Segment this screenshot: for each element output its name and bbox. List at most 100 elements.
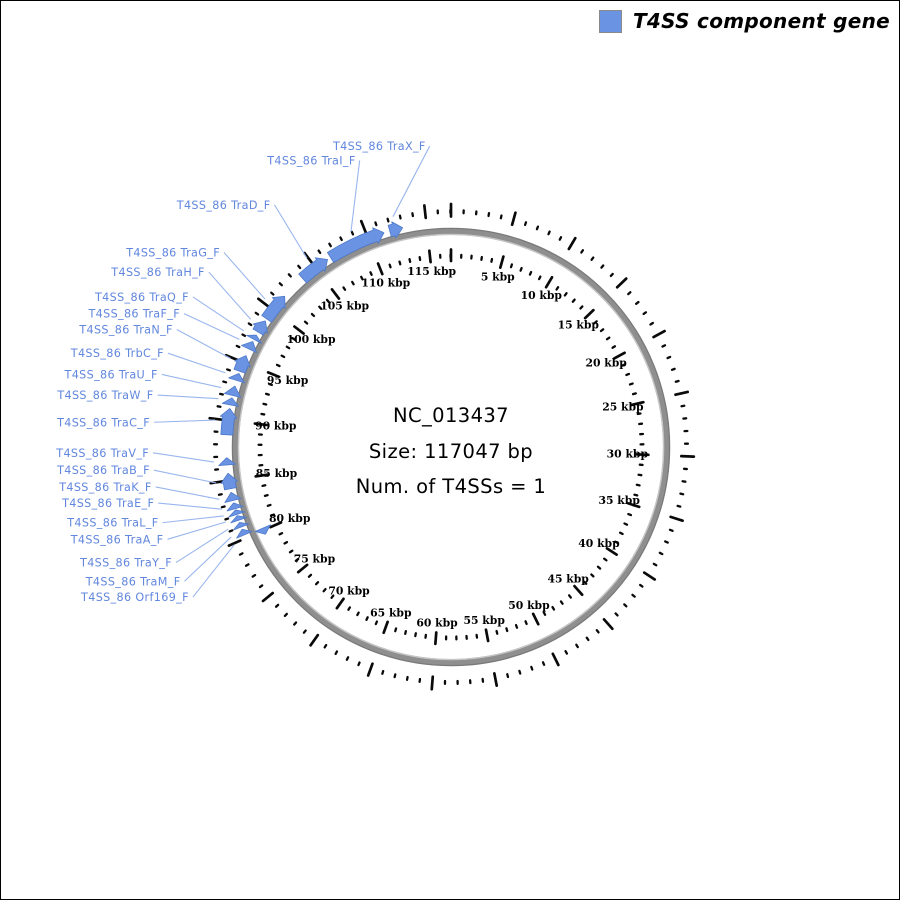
leader-line xyxy=(153,469,217,484)
major-tick xyxy=(224,353,239,362)
minor-tick xyxy=(226,368,231,372)
tick-label: 100 kbp xyxy=(287,333,336,346)
minor-tick xyxy=(369,271,373,276)
legend-swatch-t4ss-gene xyxy=(598,9,622,33)
minor-tick xyxy=(323,643,328,649)
gene-arc xyxy=(232,522,250,531)
tick-label: 45 kbp xyxy=(547,573,589,586)
minor-tick xyxy=(563,292,568,297)
gene-label: T4SS_86 TraF_F xyxy=(87,308,180,321)
minor-tick xyxy=(270,291,275,296)
minor-tick xyxy=(628,382,634,386)
minor-tick xyxy=(638,583,644,588)
tick-label: 10 kbp xyxy=(521,289,563,302)
inner-tick-ring xyxy=(253,248,650,646)
minor-tick xyxy=(408,257,412,264)
minor-tick xyxy=(228,529,234,533)
gene-arc xyxy=(228,373,246,384)
gene-arc xyxy=(252,320,268,336)
major-tick xyxy=(434,631,438,646)
gene-arc xyxy=(236,528,253,539)
minor-tick xyxy=(558,236,563,241)
minor-tick xyxy=(404,630,408,636)
minor-tick xyxy=(514,623,519,629)
leader-line xyxy=(392,145,431,217)
major-tick xyxy=(544,275,554,289)
minor-tick xyxy=(530,665,534,671)
minor-tick xyxy=(262,402,268,406)
tick-label: 110 kbp xyxy=(361,277,410,290)
minor-tick xyxy=(649,321,655,326)
gene-arcs xyxy=(218,221,404,539)
leader-line xyxy=(208,271,252,320)
minor-tick xyxy=(388,263,392,269)
gene-arc xyxy=(387,221,404,239)
minor-tick xyxy=(551,605,556,611)
minor-tick xyxy=(254,311,260,316)
major-tick xyxy=(209,479,225,485)
minor-tick xyxy=(537,275,542,281)
tick-label: 105 kbp xyxy=(320,300,369,313)
minor-tick xyxy=(652,562,658,567)
minor-tick xyxy=(339,236,343,242)
minor-tick xyxy=(523,221,528,227)
minor-tick xyxy=(393,673,397,679)
gene-arc xyxy=(246,334,262,344)
minor-tick xyxy=(668,528,674,532)
minor-tick xyxy=(360,275,364,281)
minor-tick xyxy=(247,322,253,327)
major-tick xyxy=(613,351,626,360)
minor-tick xyxy=(235,344,241,349)
major-tick xyxy=(492,672,499,688)
minor-tick xyxy=(679,492,685,496)
minor-tick xyxy=(642,311,648,316)
minor-tick xyxy=(614,612,619,617)
minor-tick xyxy=(599,328,605,333)
tick-label: 75 kbp xyxy=(294,552,336,565)
gene-label: T4SS_86 TraY_F xyxy=(79,557,172,570)
minor-tick xyxy=(618,531,624,536)
minor-tick xyxy=(310,312,316,318)
minor-tick xyxy=(334,650,339,656)
tick-label: 50 kbp xyxy=(508,599,550,612)
minor-tick xyxy=(356,611,360,617)
minor-tick xyxy=(287,273,292,278)
minor-tick xyxy=(405,675,409,681)
tick-label: 55 kbp xyxy=(464,614,506,627)
minor-tick xyxy=(302,629,307,634)
minor-tick xyxy=(631,392,637,396)
major-tick xyxy=(642,571,657,581)
major-tick xyxy=(254,473,269,478)
major-tick xyxy=(309,633,320,647)
tick-label: 70 kbp xyxy=(328,585,370,598)
tick-label: 90 kbp xyxy=(255,420,297,433)
tick-label: 30 kbp xyxy=(607,448,649,461)
minor-tick xyxy=(495,629,499,635)
major-tick xyxy=(296,563,309,574)
major-tick xyxy=(484,628,490,643)
leader-line xyxy=(350,160,361,232)
gene-label: T4SS_86 TraV_F xyxy=(55,447,149,460)
gene-label: T4SS_86 TraM_F xyxy=(85,575,181,588)
minor-tick xyxy=(524,620,528,626)
minor-tick xyxy=(274,603,280,608)
major-tick xyxy=(382,620,389,635)
major-tick xyxy=(253,422,268,427)
tick-label: 35 kbp xyxy=(599,494,641,507)
minor-tick xyxy=(350,230,355,236)
minor-tick xyxy=(238,552,244,556)
minor-tick xyxy=(600,264,605,269)
center-genome-size: Size: 117047 bp xyxy=(369,440,533,463)
minor-tick xyxy=(347,606,352,611)
major-tick xyxy=(615,277,628,289)
minor-tick xyxy=(297,264,302,270)
gene-arc xyxy=(228,509,246,518)
minor-tick xyxy=(303,320,309,325)
gene-arc xyxy=(241,341,257,354)
tick-label: 40 kbp xyxy=(578,537,620,550)
major-tick xyxy=(303,251,314,265)
gene-arc xyxy=(223,385,242,398)
leader-line xyxy=(184,536,232,582)
major-tick xyxy=(531,612,540,626)
major-tick xyxy=(423,204,428,220)
